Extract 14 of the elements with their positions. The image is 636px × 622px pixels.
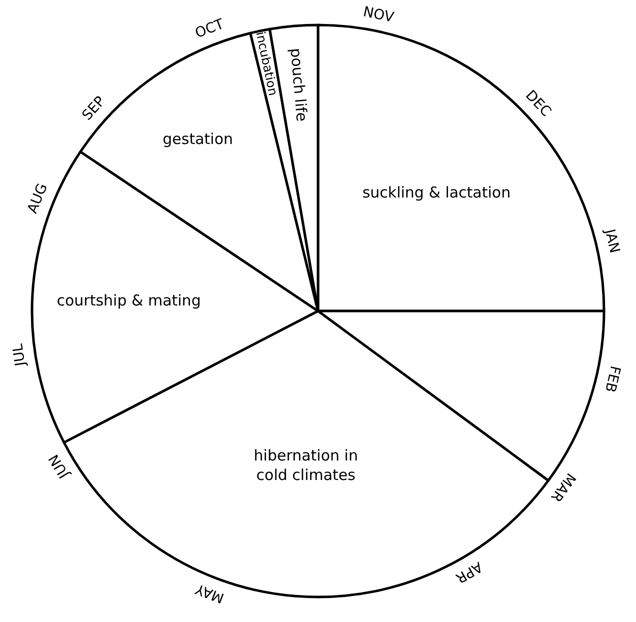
- slice-label: courtship & mating: [56, 291, 201, 310]
- slice-label: incubation: [253, 30, 280, 97]
- text: OCT: [193, 16, 227, 42]
- text: NOV: [362, 4, 396, 26]
- text: JUL: [10, 342, 30, 368]
- slice-label: gestation: [162, 130, 234, 148]
- slice-label: pouch life: [286, 47, 311, 122]
- slice-label: suckling & lactation: [362, 184, 511, 202]
- text: APR: [452, 558, 485, 586]
- text: MAY: [193, 580, 226, 606]
- text: JAN: [601, 226, 622, 255]
- text: FEB: [601, 364, 623, 394]
- text: AUG: [24, 181, 52, 216]
- slice-label: hibernation in cold climates: [254, 446, 358, 484]
